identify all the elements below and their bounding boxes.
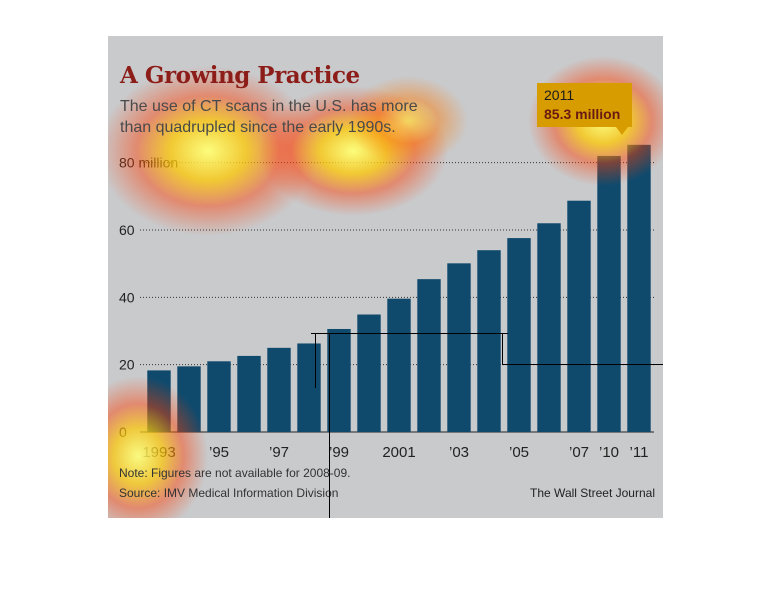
bar — [237, 355, 261, 432]
bar — [537, 223, 561, 432]
y-tick-label: 40 — [119, 289, 135, 305]
overlay-line — [315, 333, 316, 388]
value-callout: 2011 85.3 million — [537, 83, 632, 127]
bar — [387, 298, 411, 432]
bar — [207, 361, 231, 432]
x-tick-label: ’10 — [599, 444, 619, 461]
overlay-line — [502, 333, 503, 364]
x-tick-label: ’03 — [449, 444, 469, 461]
bar — [357, 314, 381, 432]
x-tick-label: ’95 — [209, 444, 229, 461]
x-tick-label: ’07 — [569, 444, 589, 461]
bar — [507, 238, 531, 432]
x-tick-label: 2001 — [382, 444, 415, 461]
bar — [177, 366, 201, 432]
chart-credit: The Wall Street Journal — [530, 486, 655, 500]
y-tick-label: 20 — [119, 357, 135, 373]
x-tick-label: ’05 — [509, 444, 529, 461]
x-tick-label: ’99 — [329, 444, 349, 461]
callout-year: 2011 — [544, 87, 575, 103]
x-tick-label: ’11 — [630, 444, 649, 461]
callout-pointer — [616, 127, 628, 135]
y-tick-label: 60 — [119, 222, 135, 238]
chart-source: Source: IMV Medical Information Division — [119, 486, 339, 500]
bar — [417, 279, 441, 432]
overlay-line — [329, 333, 330, 518]
bar — [297, 343, 321, 432]
chart-figure: 0 20 40 60 80 million 1993 ’95 ’97 ’99 2001 ’03 ’05… — [108, 36, 663, 518]
x-tick-label: 1993 — [142, 444, 175, 461]
bar — [597, 155, 621, 432]
overlay-line — [502, 364, 663, 365]
bar — [477, 250, 501, 432]
chart-subtitle: The use of CT scans in the U.S. has more… — [120, 98, 418, 136]
bar — [627, 144, 651, 432]
chart-note: Note: Figures are not available for 2008… — [119, 466, 351, 480]
bar — [567, 200, 591, 432]
callout-value: 85.3 million — [544, 106, 621, 122]
y-tick-label: 80 million — [119, 155, 178, 171]
bar — [267, 347, 291, 432]
bar — [147, 370, 171, 432]
x-tick-label: ’97 — [269, 444, 289, 461]
chart-title: A Growing Practice — [120, 62, 360, 89]
y-tick-label: 0 — [119, 424, 127, 440]
bar — [327, 328, 351, 432]
bar — [447, 263, 471, 432]
overlay-line — [311, 333, 508, 334]
